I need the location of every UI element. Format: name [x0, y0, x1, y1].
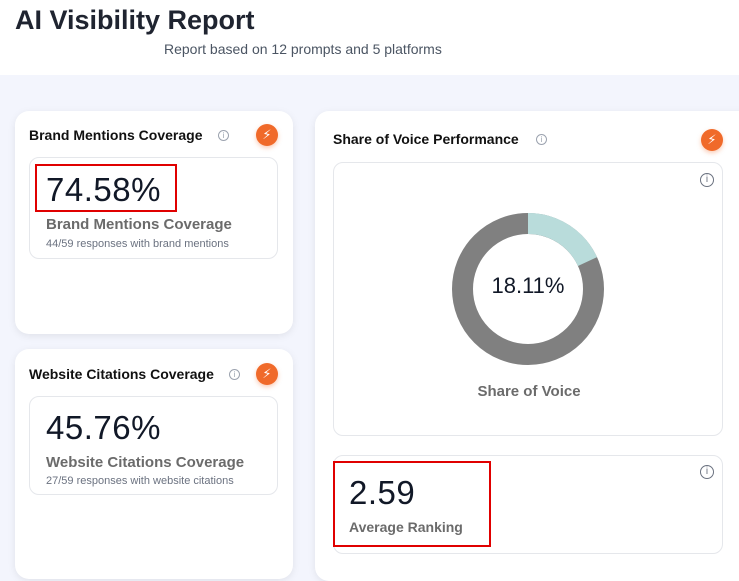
info-icon[interactable]: i	[536, 134, 547, 145]
highlight-box	[35, 164, 177, 212]
info-icon[interactable]: i	[700, 173, 714, 187]
donut-share-segment	[452, 213, 604, 365]
ranking-label: Average Ranking	[349, 519, 463, 535]
card-title: Website Citations Coverage	[29, 366, 214, 382]
info-icon[interactable]: i	[218, 130, 229, 141]
bolt-icon[interactable]: ⚡︎	[256, 363, 278, 385]
brand-mentions-card: Brand Mentions Coverage i ⚡︎ 74.58% Bran…	[15, 111, 293, 334]
metric-detail: 27/59 responses with website citations	[46, 475, 234, 487]
card-title: Brand Mentions Coverage	[29, 127, 203, 143]
ranking-value: 2.59	[349, 474, 416, 511]
bolt-icon[interactable]: ⚡︎	[256, 124, 278, 146]
metric-label: Brand Mentions Coverage	[46, 216, 232, 233]
donut-box: i 18.11% Share of Voice	[333, 162, 723, 436]
page-subtitle: Report based on 12 prompts and 5 platfor…	[164, 41, 442, 57]
highlight-box	[333, 461, 491, 547]
info-icon[interactable]: i	[229, 369, 240, 380]
card-title: Share of Voice Performance	[333, 131, 519, 147]
metric-value: 45.76%	[46, 409, 161, 446]
header: AI Visibility Report Report based on 12 …	[0, 0, 739, 75]
page-title: AI Visibility Report	[15, 5, 255, 35]
metric-detail: 44/59 responses with brand mentions	[46, 238, 229, 250]
bolt-icon[interactable]: ⚡︎	[701, 129, 723, 151]
info-icon[interactable]: i	[700, 465, 714, 479]
metric-box: 74.58% Brand Mentions Coverage 44/59 res…	[29, 157, 278, 259]
metric-box: 45.76% Website Citations Coverage 27/59 …	[29, 396, 278, 495]
website-citations-card: Website Citations Coverage i ⚡︎ 45.76% W…	[15, 349, 293, 579]
metric-label: Website Citations Coverage	[46, 454, 245, 471]
metric-value: 74.58%	[46, 171, 161, 208]
donut-label: Share of Voice	[477, 383, 581, 400]
donut-chart	[452, 213, 604, 365]
ranking-box: i 2.59 Average Ranking	[333, 455, 723, 554]
donut-center-value: 18.11%	[491, 273, 565, 298]
share-of-voice-card: Share of Voice Performance i ⚡︎ i 18.11%…	[315, 111, 739, 581]
